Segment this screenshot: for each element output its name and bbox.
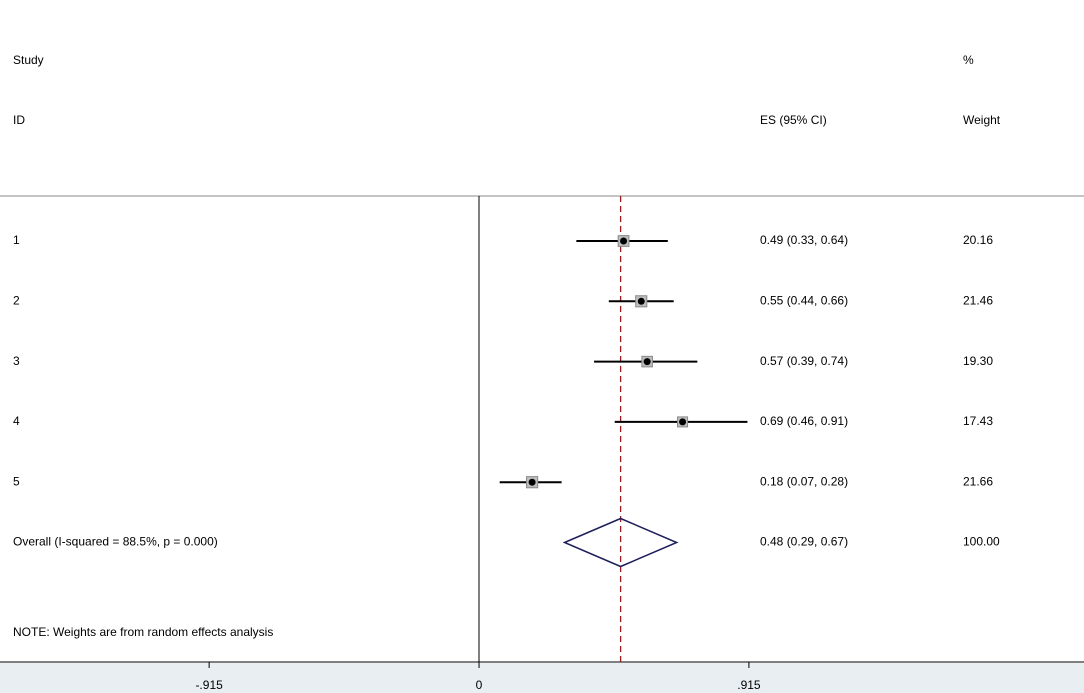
study-id: 5 <box>13 474 20 488</box>
x-tick-label: 0 <box>476 678 483 692</box>
point-estimate <box>643 358 651 366</box>
es-label: 0.69 (0.46, 0.91) <box>760 414 848 428</box>
study-id: 2 <box>13 293 20 307</box>
es-label: 0.57 (0.39, 0.74) <box>760 354 848 368</box>
overall-label: Overall (I-squared = 88.5%, p = 0.000) <box>13 535 218 549</box>
point-estimate <box>620 237 628 245</box>
overall-diamond <box>562 517 679 568</box>
header-study: Study <box>13 53 44 67</box>
header-es: ES (95% CI) <box>760 113 827 127</box>
header-id: ID <box>13 113 25 127</box>
es-label: 0.18 (0.07, 0.28) <box>760 474 848 488</box>
weight-label: 17.43 <box>963 414 993 428</box>
point-estimate <box>637 297 645 305</box>
header-pct: % <box>963 53 974 67</box>
study-id: 1 <box>13 233 20 247</box>
es-label: 0.48 (0.29, 0.67) <box>760 535 848 549</box>
point-estimate <box>679 418 687 426</box>
x-tick-label: .915 <box>737 678 761 692</box>
es-label: 0.55 (0.44, 0.66) <box>760 293 848 307</box>
weight-label: 21.66 <box>963 474 993 488</box>
study-id: 4 <box>13 414 20 428</box>
es-label: 0.49 (0.33, 0.64) <box>760 233 848 247</box>
point-estimate <box>528 478 536 486</box>
study-id: 3 <box>13 354 20 368</box>
weight-label: 19.30 <box>963 354 993 368</box>
note: NOTE: Weights are from random effects an… <box>13 625 273 639</box>
weight-label: 100.00 <box>963 535 1000 549</box>
x-tick-label: -.915 <box>195 678 223 692</box>
axis-band <box>0 663 1084 693</box>
weight-label: 21.46 <box>963 293 993 307</box>
header-weight: Weight <box>963 113 1001 127</box>
weight-label: 20.16 <box>963 233 993 247</box>
